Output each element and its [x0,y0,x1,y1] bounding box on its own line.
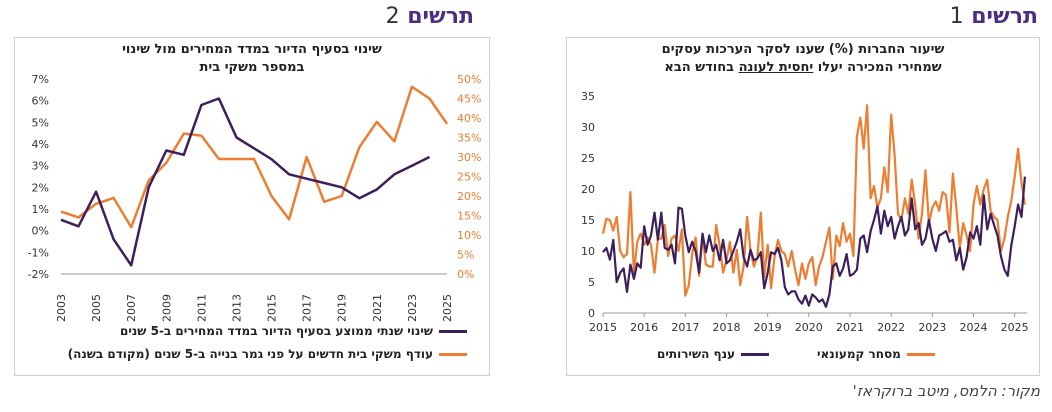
left-y-tick-label: 0% [32,225,49,238]
x-tick-label: 2003 [55,294,68,322]
left-y-tick-label: 3% [32,160,49,173]
right-y-tick-label: 15% [457,210,481,223]
x-tick-label: 2018 [712,321,740,334]
figure-2-label: תרשים 2 [386,4,474,29]
y-tick-label: 20 [581,183,595,196]
left-y-tick-label: -2% [28,268,49,281]
figure-1-word: תרשים [971,4,1038,29]
chart-2-title-line2: במספר משקי בית [199,60,305,75]
right-y-tick-label: 30% [457,151,481,164]
x-tick-label: 2023 [918,321,946,334]
x-tick-label: 2021 [371,294,384,322]
legend-swatch-retail [906,353,935,356]
legend-label-housing: שינוי שנתי ממוצע בסעיף הדיור במדד המחירי… [119,324,433,338]
x-tick-label: 2016 [630,321,658,334]
x-tick-label: 2019 [754,321,782,334]
x-tick-label: 2021 [836,321,864,334]
x-tick-label: 2005 [90,294,103,322]
right-y-tick-label: 0% [457,268,474,281]
chart-1-title-line1: שיעור החברות (%) שענו לסקר הערכות עסקים [661,42,945,57]
right-y-tick-label: 35% [457,132,481,145]
chart-2-panel: שינוי בסעיף הדיור במדד המחירים מול שינוי… [14,37,490,376]
chart-2-legend-surplus: עודף משקי בית חדשים על פני גמר בנייה ב-5… [68,347,467,361]
legend-label-services: ענף השירותים [657,347,736,361]
left-y-tick-label: 5% [32,116,49,129]
right-y-tick-label: 40% [457,112,481,125]
series-line-retail [601,104,1026,297]
chart-1-legend-services: ענף השירותים [657,347,770,361]
legend-swatch-services [741,353,770,356]
left-y-tick-label: 7% [32,73,49,86]
series-line-surplus [60,85,449,229]
chart-1-panel: שיעור החברות (%) שענו לסקר הערכות עסקים … [566,37,1040,376]
left-y-tick-label: 6% [32,95,49,108]
x-tick-label: 2017 [671,321,699,334]
y-tick-label: 10 [581,245,595,258]
x-tick-label: 2020 [795,321,823,334]
right-y-tick-label: 50% [457,73,481,86]
left-y-tick-label: 2% [32,181,49,194]
chart-1-title-emphasis: יחסית לעונה [738,60,814,75]
y-tick-label: 15 [581,214,595,227]
y-tick-label: 25 [581,152,595,165]
x-tick-label: 2025 [441,294,454,322]
x-tick-label: 2025 [1001,321,1029,334]
right-y-tick-label: 10% [457,229,481,242]
right-y-tick-label: 20% [457,190,481,203]
x-tick-label: 2013 [230,294,243,322]
chart-1-title-line2: שמחירי המכירה יעלו יחסית לעונה בחודש הבא [567,59,1039,77]
y-tick-label: 0 [588,307,595,320]
right-y-tick-label: 25% [457,171,481,184]
x-tick-label: 2017 [301,294,314,322]
chart-1-legend-retail: מסחר קמעונאי [817,347,935,361]
legend-label-retail: מסחר קמעונאי [817,347,901,361]
figure-1-number: 1 [949,4,964,29]
series-line-housing [60,97,431,267]
x-tick-label: 2015 [589,321,617,334]
x-tick-label: 2024 [959,321,987,334]
x-tick-label: 2023 [406,294,419,322]
figure-2-number: 2 [385,4,400,29]
figure-2-word: תרשים [407,4,474,29]
chart-1-title-part-b: בחודש הבא [664,60,739,75]
chart-2-title: שינוי בסעיף הדיור במדד המחירים מול שינוי… [15,41,489,77]
figure-1-label: תרשים 1 [950,4,1038,29]
left-y-tick-label: 1% [32,203,49,216]
legend-label-surplus: עודף משקי בית חדשים על פני גמר בנייה ב-5… [67,347,433,361]
left-y-tick-label: -1% [28,246,49,259]
x-tick-label: 2007 [125,294,138,322]
chart-2-legend-housing: שינוי שנתי ממוצע בסעיף הדיור במדד המחירי… [120,324,467,338]
left-y-tick-label: 4% [32,138,49,151]
chart-2-plot: -2% -1% 0% 1% 2% 3% 4% 5% 6% 7% 0% 5% 10% 15% 20% 25% 30… [28,73,482,322]
x-tick-label: 2009 [160,294,173,322]
y-tick-label: 5 [588,276,595,289]
x-tick-label: 2011 [195,294,208,322]
right-y-tick-label: 45% [457,93,481,106]
y-tick-label: 30 [581,121,595,134]
chart-1-title: שיעור החברות (%) שענו לסקר הערכות עסקים … [567,41,1039,77]
source-note: מקור: הלמס, מיטב ברוקראז' [852,382,1040,400]
legend-swatch-housing [439,330,467,333]
legend-swatch-surplus [439,353,467,356]
y-tick-label: 35 [581,90,595,103]
x-tick-label: 2019 [336,294,349,322]
chart-2-title-line1: שינוי בסעיף הדיור במדד המחירים מול שינוי [122,42,382,57]
chart-1-title-part-a: שמחירי המכירה יעלו [813,60,942,75]
x-tick-label: 2022 [877,321,905,334]
x-tick-label: 2015 [266,294,279,322]
series-line-services [602,176,1026,308]
right-y-tick-label: 5% [457,249,474,262]
